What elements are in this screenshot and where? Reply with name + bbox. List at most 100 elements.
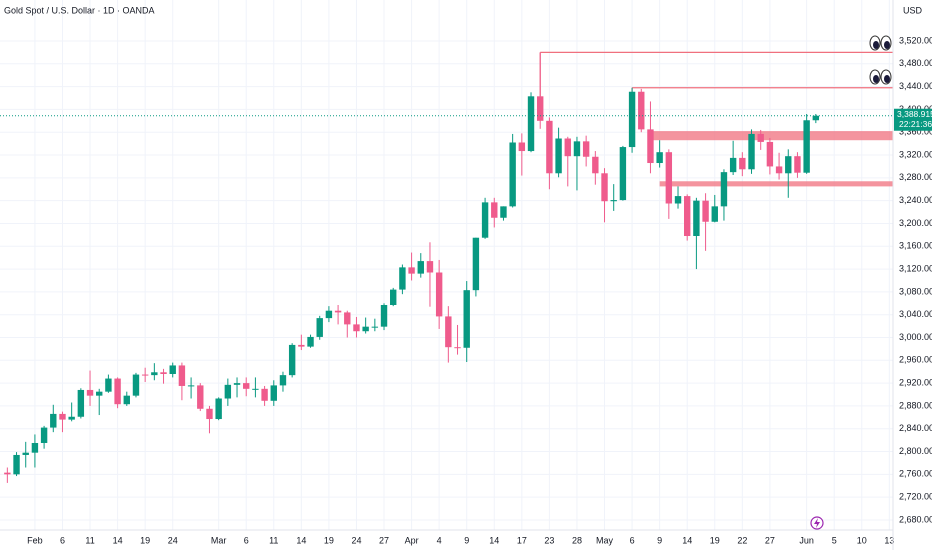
price-zone [650,131,893,141]
candle-body [59,413,66,420]
candle-body [785,156,792,174]
candle-body [812,115,820,121]
candle-body [665,152,673,204]
candle-body [178,365,186,386]
candle-body [610,200,617,202]
x-tick-label: 13 [884,535,894,545]
candle-body [537,96,544,121]
x-tick-label: 4 [437,535,442,545]
candle-body [564,138,571,157]
candle-body [233,383,241,385]
candle-body [169,365,176,374]
candle-body [509,142,516,207]
last-price-label: 3,388.915 [897,109,932,119]
candle-body [775,166,783,174]
candle-body [22,452,29,455]
candle-body [390,289,397,305]
x-tick-label: 6 [244,535,249,545]
x-tick-label: 28 [572,535,582,545]
x-tick-label: 6 [630,535,635,545]
candle-body [31,442,39,453]
y-tick-label: 3,280.000 [899,172,932,182]
candle-body [206,408,213,420]
candle-body [123,395,130,405]
candle-body [656,152,663,164]
x-tick-label: May [596,535,614,545]
candle-body [160,372,167,374]
currency-label: USD [903,5,923,15]
y-tick-label: 2,760.000 [899,469,932,479]
candle-body [720,172,728,207]
candle-body [141,374,149,376]
y-tick-label: 3,040.000 [899,309,932,319]
x-tick-label: 11 [269,535,278,545]
candle-body [435,272,443,317]
candle-body [445,316,452,348]
x-tick-label: 10 [857,535,867,545]
countdown-label: 22:21:36 [899,119,932,129]
candle-body [243,383,250,389]
candle-body [518,142,526,152]
candle-body [555,138,562,174]
eyes-icon [869,69,892,85]
x-tick-label: Jun [799,535,814,545]
y-tick-label: 2,800.000 [899,446,932,456]
candle-body [261,388,268,401]
candle-body [362,326,369,332]
y-tick-label: 3,120.000 [899,263,932,273]
y-tick-label: 2,840.000 [899,423,932,433]
y-tick-label: 2,720.000 [899,492,932,502]
candle-body [298,344,305,347]
x-tick-label: Apr [405,535,419,545]
y-tick-label: 3,160.000 [899,241,932,251]
candle-body [325,310,333,319]
y-tick-label: 3,240.000 [899,195,932,205]
x-tick-label: 24 [351,535,361,545]
x-tick-label: 6 [60,535,65,545]
candle-body [500,206,507,218]
candle-body [491,202,498,218]
x-tick-label: 19 [140,535,150,545]
candle-body [187,385,195,387]
y-tick-label: 3,000.000 [899,332,932,342]
event-icon[interactable] [810,516,824,530]
y-tick-label: 3,320.000 [899,149,932,159]
y-tick-label: 2,960.000 [899,355,932,365]
candle-body [481,202,489,238]
chart-title: Gold Spot / U.S. Dollar · 1D · OANDA [4,5,155,15]
candle-body [279,375,287,386]
candle-body [417,261,424,274]
x-tick-label: 14 [682,535,692,545]
last-price-tag [894,108,932,131]
candle-body [693,200,700,237]
y-tick-label: 2,920.000 [899,377,932,387]
candle-body [86,389,94,396]
candle-body [748,133,755,170]
y-tick-label: 3,480.000 [899,58,932,68]
candle-body [40,427,48,443]
candle-body [729,157,737,173]
candle-body [307,336,314,347]
price-zone [659,181,893,187]
candle-body [316,318,323,337]
x-tick-label: 19 [710,535,720,545]
candle-body [711,206,718,222]
x-tick-label: 24 [168,535,178,545]
candle-body [426,261,434,273]
candle-body [13,454,20,475]
candle-body [114,378,121,405]
candle-body [252,388,259,390]
candle-body [408,267,415,274]
candle-body [380,304,388,327]
x-tick-label: 17 [517,535,527,545]
x-tick-label: 9 [657,535,662,545]
candle-body [638,91,645,130]
eyes-icon [869,35,892,51]
candle-body [215,398,222,420]
candle-body [68,416,75,420]
candle-body [573,141,581,157]
x-tick-label: Feb [27,535,43,545]
y-tick-label: 3,360.000 [899,127,932,137]
